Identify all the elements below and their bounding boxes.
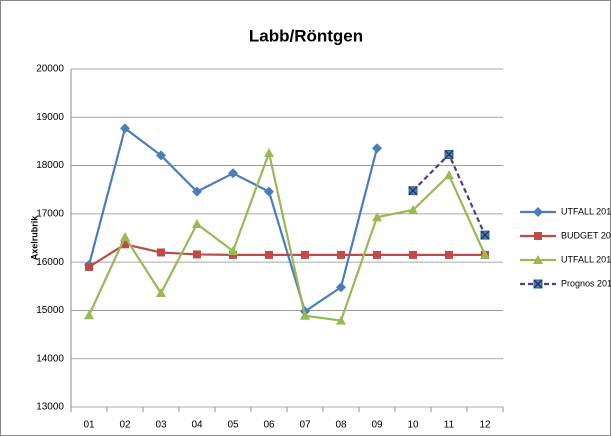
- marker: [301, 250, 309, 259]
- marker: [192, 186, 202, 197]
- x-tick-label: 11: [444, 420, 455, 431]
- marker: [337, 250, 345, 259]
- marker: [533, 207, 543, 217]
- marker: [265, 250, 273, 259]
- y-tick-label: 14000: [36, 353, 64, 364]
- x-tick-label: 05: [227, 420, 239, 431]
- marker: [120, 232, 130, 242]
- y-tick-label: 15000: [36, 305, 64, 316]
- y-tick-label: 13000: [36, 402, 64, 413]
- x-tick-label: 07: [299, 420, 311, 431]
- series-line: [88, 149, 487, 322]
- x-tick-label: 02: [119, 420, 131, 431]
- x-tick-label: 01: [83, 420, 95, 431]
- x-tick-label: 08: [335, 420, 347, 431]
- chart-title: Labb/Röntgen: [249, 26, 363, 45]
- marker: [480, 230, 490, 240]
- marker: [444, 149, 454, 159]
- legend-label: Prognos 2014: [561, 278, 611, 288]
- marker: [534, 232, 542, 240]
- marker: [373, 250, 381, 259]
- x-tick-label: 12: [479, 420, 491, 431]
- x-tick-label: 09: [371, 420, 383, 431]
- marker: [121, 240, 129, 249]
- y-tick-label: 17000: [36, 208, 64, 219]
- legend-label: UTFALL 2013: [561, 254, 611, 264]
- marker: [336, 315, 346, 325]
- marker: [264, 186, 274, 197]
- marker: [156, 288, 166, 298]
- legend-label: UTFALL 2014: [561, 206, 611, 216]
- marker: [372, 143, 382, 154]
- x-tick-label: 10: [407, 420, 419, 431]
- marker: [156, 150, 166, 161]
- marker: [228, 246, 238, 256]
- marker: [336, 282, 346, 293]
- legend-label: BUDGET 2014: [561, 230, 611, 240]
- marker: [408, 186, 418, 196]
- x-tick-label: 06: [263, 420, 275, 431]
- marker: [264, 148, 274, 158]
- y-tick-label: 20000: [36, 64, 64, 75]
- marker: [445, 250, 453, 259]
- marker: [408, 204, 418, 214]
- y-tick-label: 19000: [36, 112, 64, 123]
- marker: [84, 310, 94, 320]
- x-tick-label: 04: [191, 420, 203, 431]
- y-tick-label: 18000: [36, 160, 64, 171]
- marker: [444, 170, 454, 180]
- marker: [533, 255, 543, 264]
- y-axis-title: Axelrubrik: [29, 215, 39, 261]
- marker: [533, 279, 543, 289]
- series-line: [88, 243, 485, 268]
- marker: [300, 310, 310, 320]
- marker: [120, 123, 130, 134]
- y-tick-label: 16000: [36, 257, 64, 268]
- marker: [157, 248, 165, 257]
- marker: [409, 250, 417, 259]
- marker: [192, 218, 202, 228]
- marker: [85, 262, 93, 271]
- marker: [228, 168, 238, 179]
- marker: [480, 249, 490, 259]
- marker: [372, 212, 382, 222]
- marker: [193, 250, 201, 259]
- x-tick-label: 03: [155, 420, 167, 431]
